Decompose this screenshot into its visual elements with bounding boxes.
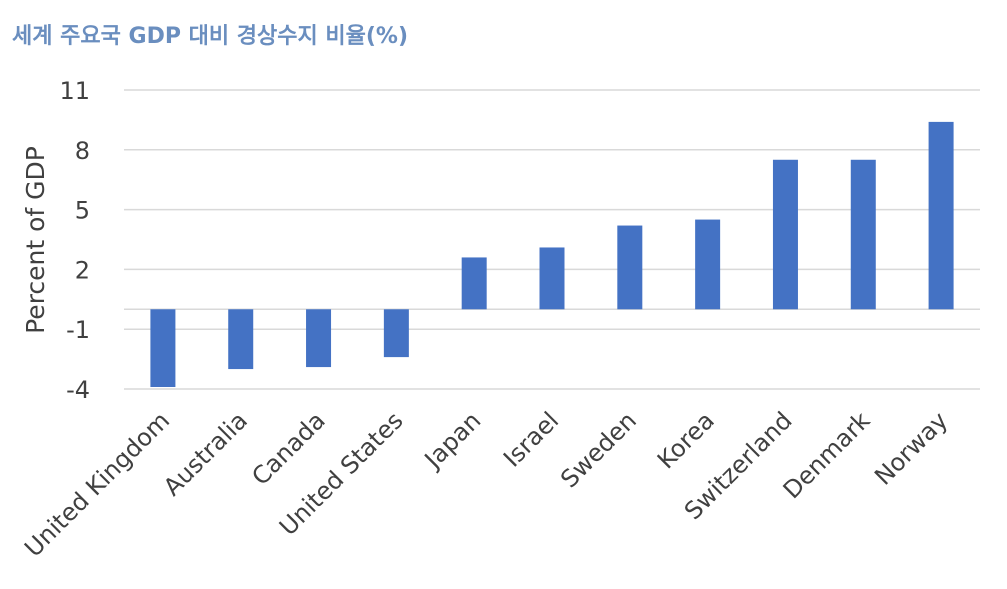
- bar-israel: [539, 247, 565, 310]
- bar-canada: [306, 309, 332, 368]
- bars: [150, 121, 954, 388]
- gridlines: [124, 89, 980, 390]
- category-label: Japan: [418, 406, 487, 475]
- bar-denmark: [850, 159, 876, 310]
- category-label: Sweden: [555, 406, 642, 493]
- bar-australia: [228, 309, 254, 370]
- y-tick-label: -4: [66, 376, 90, 404]
- y-tick-labels: 11 8 5 2 -1 -4: [59, 77, 90, 404]
- bar-norway: [928, 121, 954, 310]
- bar-japan: [461, 257, 487, 310]
- y-tick-label: 11: [59, 77, 90, 105]
- bar-switzerland: [772, 159, 798, 310]
- y-tick-label: 8: [75, 137, 90, 165]
- bar-united-states: [383, 309, 409, 358]
- category-label: Norway: [869, 406, 953, 490]
- category-label: United Kingdom: [19, 406, 175, 562]
- category-label: Korea: [652, 406, 720, 474]
- category-label: Australia: [158, 406, 253, 501]
- y-tick-label: 2: [75, 256, 90, 284]
- bar-korea: [695, 219, 721, 310]
- bar-sweden: [617, 225, 643, 310]
- y-axis-label: Percent of GDP: [21, 146, 50, 334]
- y-tick-label: -1: [66, 316, 90, 344]
- bar-united-kingdom: [150, 309, 176, 388]
- y-tick-label: 5: [75, 197, 90, 225]
- category-label: Israel: [498, 406, 564, 472]
- chart-title: 세계 주요국 GDP 대비 경상수지 비율(%): [12, 24, 409, 49]
